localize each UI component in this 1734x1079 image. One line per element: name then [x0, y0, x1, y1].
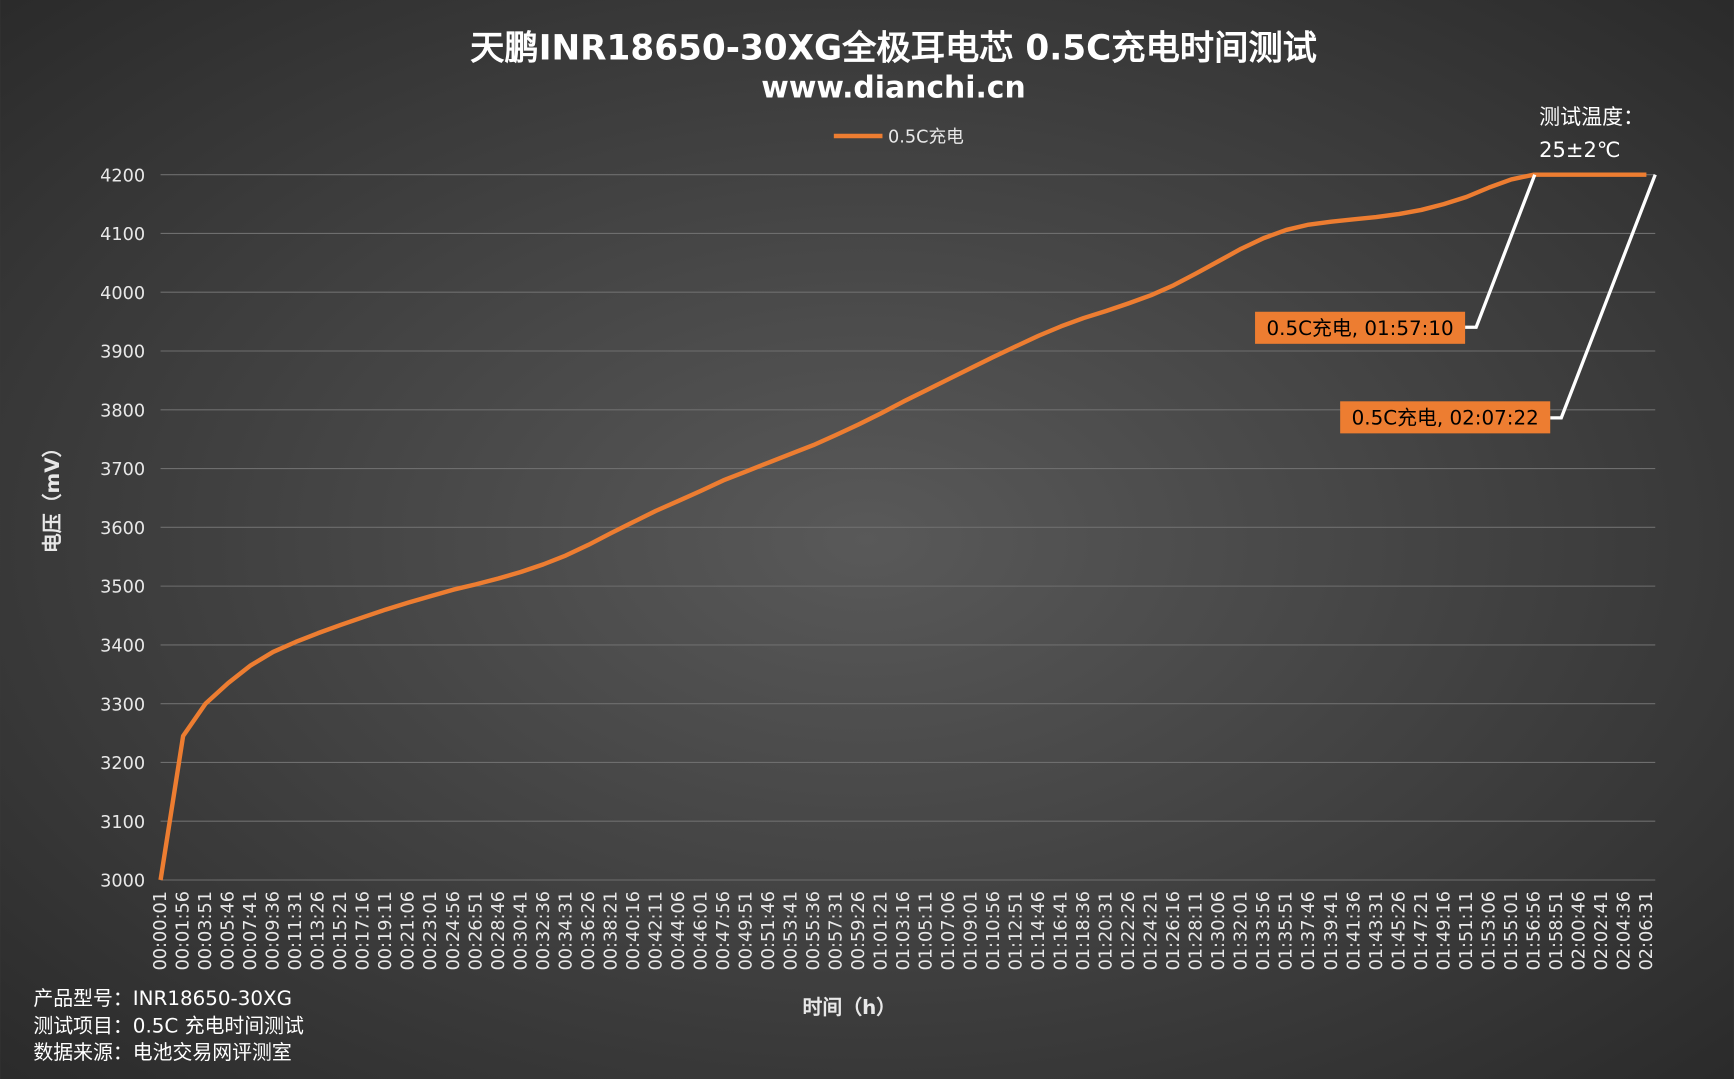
x-tick-label: 00:00:01 [151, 891, 171, 970]
x-tick-label: 00:40:16 [624, 891, 644, 970]
x-tick-label: 00:26:51 [466, 891, 486, 970]
x-tick-label: 01:43:31 [1367, 891, 1387, 970]
x-tick-label: 00:09:36 [264, 891, 284, 970]
y-tick-label: 3600 [100, 519, 145, 539]
y-tick-label: 3100 [100, 813, 145, 833]
x-tick-label: 01:45:26 [1389, 891, 1409, 970]
x-tick-label: 00:53:41 [781, 891, 801, 970]
x-tick-label: 01:56:56 [1524, 891, 1544, 970]
footer-text: 产品型号：INR18650-30XG [33, 987, 292, 1010]
footer-text: 测试项目：0.5C 充电时间测试 [33, 1015, 304, 1038]
y-tick-label: 3300 [100, 695, 145, 715]
x-tick-label: 00:17:16 [354, 891, 374, 970]
x-tick-label: 01:58:51 [1547, 891, 1567, 970]
x-tick-label: 01:16:41 [1052, 891, 1072, 970]
x-tick-label: 02:04:36 [1614, 891, 1634, 970]
x-tick-label: 00:30:41 [511, 891, 531, 970]
x-tick-label: 00:42:11 [646, 891, 666, 970]
note: 25±2℃ [1539, 138, 1620, 162]
x-tick-label: 00:24:56 [444, 891, 464, 970]
note: 测试温度： [1539, 105, 1644, 129]
data-line [158, 172, 1647, 881]
y-tick-label: 3700 [100, 460, 145, 480]
x-tick-label: 01:07:06 [939, 891, 959, 970]
x-tick-label: 01:10:56 [984, 891, 1004, 970]
y-tick-label: 3400 [100, 637, 145, 657]
x-tick-label: 02:00:46 [1569, 891, 1589, 970]
x-tick-label: 01:18:36 [1074, 891, 1094, 970]
x-tick-label: 02:06:31 [1637, 891, 1657, 970]
x-tick-label: 01:26:16 [1164, 891, 1184, 970]
x-tick-label: 01:41:36 [1344, 891, 1364, 970]
footer-text: 数据来源：电池交易网评测室 [33, 1041, 291, 1064]
x-tick-label: 01:37:46 [1299, 891, 1319, 970]
x-tick-label: 01:33:56 [1254, 891, 1274, 970]
x-tick-label: 00:38:21 [601, 891, 621, 970]
x-tick-label: 01:24:21 [1142, 891, 1162, 970]
x-tick-label: 01:53:06 [1479, 891, 1499, 970]
x-tick-label: 02:02:41 [1592, 891, 1612, 970]
annotation-box [1340, 401, 1551, 434]
chart-title: 天鹏INR18650-30XG全极耳电芯 0.5C充电时间测试 [470, 29, 1317, 69]
annotation-box [1255, 311, 1466, 344]
x-tick-label: 01:09:01 [962, 891, 982, 970]
x-tick-label: 01:20:31 [1097, 891, 1117, 970]
x-tick-label: 00:36:26 [579, 891, 599, 970]
x-tick-label: 00:59:26 [849, 891, 869, 970]
y-tick-label: 3200 [100, 754, 145, 774]
x-tick-label: 00:15:21 [331, 891, 351, 970]
x-axis-label: 时间（h） [802, 996, 896, 1019]
x-tick-label: 01:39:41 [1322, 891, 1342, 970]
x-tick-label: 00:46:01 [691, 891, 711, 970]
x-tick-label: 01:05:11 [917, 891, 937, 970]
y-tick-label: 4200 [100, 166, 145, 186]
y-tick-label: 3000 [100, 872, 145, 892]
x-tick-label: 00:01:56 [174, 891, 194, 970]
annotation-leader [1550, 174, 1657, 420]
x-tick-label: 00:13:26 [309, 891, 329, 970]
x-tick-label: 00:11:31 [286, 891, 306, 970]
y-tick-label: 4000 [100, 284, 145, 304]
y-tick-label: 4100 [100, 225, 145, 245]
annotation-leader [1465, 174, 1537, 329]
x-tick-label: 01:55:01 [1502, 891, 1522, 970]
y-tick-label: 3900 [100, 343, 145, 363]
x-tick-label: 00:47:56 [714, 891, 734, 970]
annotation-text: 0.5C充电, 01:57:10 [1266, 317, 1453, 340]
x-tick-label: 00:03:51 [196, 891, 216, 970]
x-tick-label: 00:57:31 [826, 891, 846, 970]
x-tick-label: 01:51:11 [1457, 891, 1477, 970]
x-tick-label: 00:49:51 [736, 891, 756, 970]
x-tick-label: 01:01:21 [871, 891, 891, 970]
legend-label: 0.5C充电 [888, 127, 964, 148]
x-tick-label: 01:35:51 [1277, 891, 1297, 970]
y-axis-label: 电压（mV） [41, 437, 64, 553]
x-tick-label: 01:28:11 [1187, 891, 1207, 970]
x-tick-label: 01:30:06 [1209, 891, 1229, 970]
x-tick-label: 00:23:01 [421, 891, 441, 970]
x-tick-label: 01:03:16 [894, 891, 914, 970]
x-tick-label: 00:19:11 [376, 891, 396, 970]
y-tick-label: 3800 [100, 401, 145, 421]
x-tick-label: 00:51:46 [759, 891, 779, 970]
x-tick-label: 01:32:01 [1232, 891, 1252, 970]
x-tick-label: 00:21:06 [399, 891, 419, 970]
x-tick-label: 01:49:16 [1434, 891, 1454, 970]
x-tick-label: 01:22:26 [1119, 891, 1139, 970]
x-tick-label: 00:55:36 [804, 891, 824, 970]
x-tick-label: 01:14:46 [1029, 891, 1049, 970]
x-tick-label: 01:47:21 [1412, 891, 1432, 970]
y-tick-label: 3500 [100, 578, 145, 598]
x-tick-label: 00:07:41 [241, 891, 261, 970]
x-tick-label: 01:12:51 [1007, 891, 1027, 970]
x-tick-label: 00:28:46 [489, 891, 509, 970]
chart-subtitle: www.dianchi.cn [761, 70, 1025, 105]
x-tick-label: 00:34:31 [556, 891, 576, 970]
x-tick-label: 00:05:46 [219, 891, 239, 970]
x-tick-label: 00:32:36 [534, 891, 554, 970]
x-tick-label: 00:44:06 [669, 891, 689, 970]
annotation-text: 0.5C充电, 02:07:22 [1352, 407, 1539, 430]
